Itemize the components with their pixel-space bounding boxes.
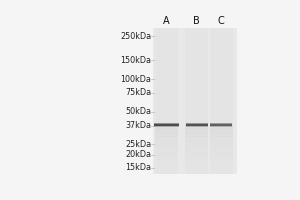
Text: 100kDa: 100kDa (121, 75, 152, 84)
Bar (185, 161, 208, 163)
Bar (210, 136, 233, 139)
Bar (210, 141, 233, 143)
Bar (210, 157, 233, 159)
Bar (155, 141, 178, 143)
Bar (155, 147, 178, 149)
Bar (185, 145, 208, 147)
Bar (210, 139, 233, 141)
Bar (185, 157, 208, 159)
Bar (210, 151, 233, 153)
Bar (210, 163, 233, 165)
Bar (185, 163, 208, 165)
Text: 15kDa: 15kDa (125, 163, 152, 172)
Bar (185, 147, 208, 149)
Bar (210, 134, 233, 137)
Bar (185, 136, 208, 139)
Bar (185, 134, 208, 137)
Bar (155, 149, 178, 151)
Bar (155, 155, 178, 157)
Bar (185, 130, 208, 133)
Bar (155, 159, 178, 161)
Bar (155, 153, 178, 155)
Bar (185, 28, 208, 174)
Bar (155, 157, 178, 159)
Bar (210, 153, 233, 155)
Bar (185, 155, 208, 157)
Bar (210, 28, 233, 174)
Bar (155, 126, 178, 129)
Bar (185, 128, 208, 131)
Bar (185, 143, 208, 145)
Text: 75kDa: 75kDa (125, 88, 152, 97)
Bar (210, 128, 233, 131)
Bar (210, 124, 233, 127)
Bar (210, 132, 233, 135)
Text: 25kDa: 25kDa (125, 140, 152, 149)
Bar (155, 161, 178, 163)
Bar (153, 28, 238, 174)
Bar (185, 149, 208, 151)
Bar (210, 130, 233, 133)
Bar (185, 159, 208, 161)
Text: 250kDa: 250kDa (120, 32, 152, 41)
Bar (185, 151, 208, 153)
Bar (210, 149, 233, 151)
Bar (185, 139, 208, 141)
Bar (185, 124, 208, 127)
Text: A: A (163, 16, 170, 26)
Bar (155, 130, 178, 133)
Text: B: B (194, 16, 200, 26)
Bar (155, 132, 178, 135)
Bar (155, 124, 178, 127)
Bar (185, 126, 208, 129)
Text: 20kDa: 20kDa (125, 150, 152, 159)
Bar (155, 151, 178, 153)
Bar (185, 153, 208, 155)
Bar (185, 141, 208, 143)
Bar (155, 163, 178, 165)
Bar (210, 155, 233, 157)
Bar (210, 161, 233, 163)
Bar (210, 147, 233, 149)
Bar (155, 136, 178, 139)
Bar (210, 143, 233, 145)
Text: 150kDa: 150kDa (120, 56, 152, 65)
Bar (155, 143, 178, 145)
Text: 37kDa: 37kDa (125, 121, 152, 130)
Bar (155, 139, 178, 141)
Bar (155, 145, 178, 147)
Bar (210, 159, 233, 161)
Bar (210, 145, 233, 147)
Bar (155, 28, 178, 174)
Text: C: C (218, 16, 224, 26)
Bar (155, 128, 178, 131)
Bar (185, 132, 208, 135)
Text: 50kDa: 50kDa (125, 107, 152, 116)
Bar (155, 134, 178, 137)
Bar (210, 126, 233, 129)
